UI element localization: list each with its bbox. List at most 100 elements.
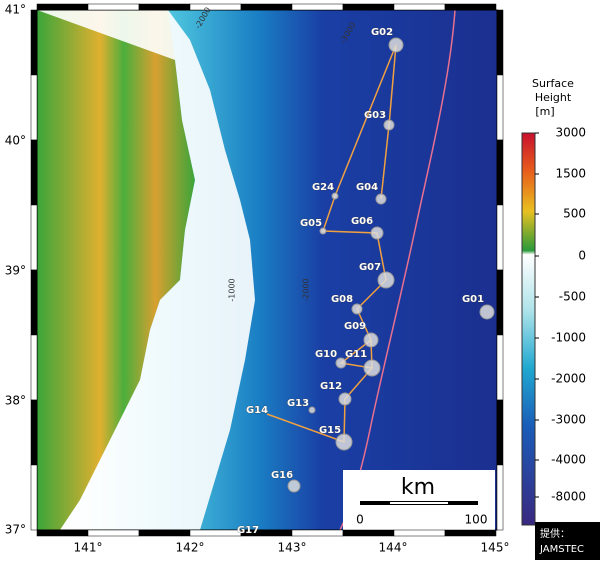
- lon-label: 143°: [278, 541, 307, 555]
- station-marker: [377, 271, 395, 289]
- lon-label: 141°: [74, 541, 103, 555]
- station-marker: [335, 357, 347, 369]
- colorbar-label: -1000: [551, 331, 586, 345]
- frame-tick: [496, 334, 504, 401]
- frame-tick: [30, 74, 38, 141]
- frame-tick: [30, 269, 38, 336]
- land: [37, 10, 195, 530]
- frame-tick: [393, 3, 446, 11]
- scale-label: 100: [465, 513, 488, 527]
- scale-unit: km: [401, 475, 435, 500]
- frame-tick: [240, 3, 293, 11]
- colorbar-title: Surface: [532, 77, 574, 90]
- frame-tick: [30, 204, 38, 271]
- station-label: G08: [331, 294, 353, 305]
- colorbar-label: -4000: [551, 453, 586, 467]
- station-label: G09: [344, 321, 366, 332]
- coastal-shelf: [37, 10, 255, 530]
- lat-label: 37°: [5, 523, 26, 537]
- frame-tick: [138, 529, 191, 537]
- frame-tick: [30, 334, 38, 401]
- lon-label: 145°: [481, 541, 510, 555]
- frame-tick: [342, 529, 395, 537]
- colorbar-label: 1500: [555, 167, 586, 181]
- frame-tick: [36, 529, 89, 537]
- credit: 提供：: [540, 527, 570, 540]
- colorbar-label: -500: [559, 290, 586, 304]
- station-label: G02: [371, 27, 393, 38]
- frame-tick: [30, 399, 38, 466]
- station-marker: [375, 193, 387, 205]
- colorbar-title: [m]: [535, 105, 554, 118]
- frame-tick: [36, 3, 89, 11]
- lon-label: 142°: [176, 541, 205, 555]
- frame-tick: [496, 204, 504, 271]
- colorbar-label: -8000: [551, 490, 586, 504]
- frame-tick: [342, 3, 395, 11]
- contour-label: -2000: [302, 278, 311, 301]
- colorbar-label: 500: [563, 207, 586, 221]
- station-marker: [308, 406, 316, 414]
- credit: JAMSTEC: [539, 544, 584, 555]
- colorbar-label: -3000: [551, 413, 586, 427]
- colorbar: [521, 132, 536, 526]
- station-marker: [383, 119, 395, 131]
- frame-tick: [30, 139, 38, 206]
- frame-tick: [496, 9, 504, 76]
- frame-tick: [30, 464, 38, 531]
- frame-tick: [87, 529, 140, 537]
- frame-tick: [496, 139, 504, 206]
- station-marker: [370, 226, 384, 240]
- station-marker: [319, 227, 327, 235]
- station-label: G15: [319, 425, 341, 436]
- frame-tick: [496, 74, 504, 141]
- frame-tick: [444, 529, 497, 537]
- lat-label: 38°: [5, 394, 26, 408]
- station-marker: [287, 479, 301, 493]
- frame-tick: [291, 529, 344, 537]
- lat-label: 41°: [5, 3, 26, 17]
- scale-box: [343, 470, 495, 530]
- station-label: G12: [320, 381, 342, 392]
- station-label: G07: [359, 262, 381, 273]
- station-label: G24: [312, 182, 334, 193]
- station-marker: [363, 359, 381, 377]
- frame-tick: [189, 529, 242, 537]
- station-label: G04: [356, 182, 378, 193]
- frame-tick: [393, 529, 446, 537]
- station-label: G17: [237, 525, 259, 536]
- frame-tick: [30, 9, 38, 76]
- lon-label: 144°: [379, 541, 408, 555]
- frame-tick: [496, 269, 504, 336]
- station-marker: [479, 304, 495, 320]
- station-marker: [363, 332, 379, 348]
- frame-tick: [138, 3, 191, 11]
- station-label: G06: [351, 216, 373, 227]
- station-label: G01: [462, 294, 484, 305]
- colorbar-label: 3000: [555, 126, 586, 140]
- frame-tick: [189, 3, 242, 11]
- frame-tick: [496, 464, 504, 531]
- station-label: G13: [287, 398, 309, 409]
- frame-tick: [496, 399, 504, 466]
- station-label: G10: [315, 349, 337, 360]
- colorbar-title: Height: [535, 91, 572, 104]
- station-label: G11: [345, 349, 367, 360]
- station-label: G05: [300, 218, 322, 229]
- station-marker: [335, 433, 353, 451]
- contour-label: -1000: [228, 278, 237, 301]
- station-label: G03: [364, 110, 386, 121]
- lat-label: 40°: [5, 134, 26, 148]
- station-label: G16: [271, 470, 293, 481]
- station-marker: [331, 192, 339, 200]
- scale-label: 0: [356, 513, 364, 527]
- frame-tick: [87, 3, 140, 11]
- frame-tick: [444, 3, 497, 11]
- credit-box: [535, 522, 600, 560]
- station-marker: [388, 37, 404, 53]
- station-marker: [338, 392, 352, 406]
- station-marker: [351, 303, 363, 315]
- colorbar-label: 0: [578, 249, 586, 263]
- station-label: G14: [246, 405, 268, 416]
